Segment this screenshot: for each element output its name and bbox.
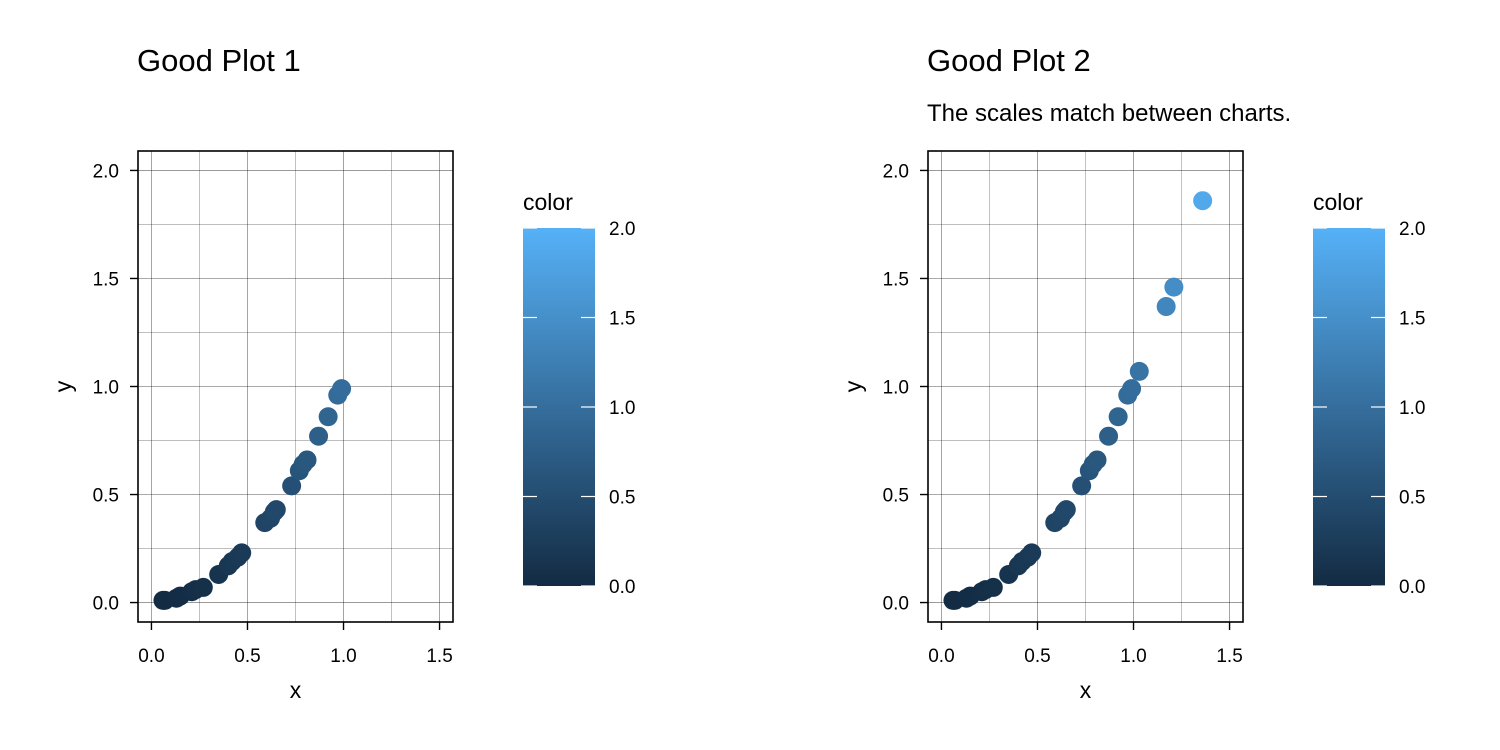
colorbar-tick-label: 0.0 — [609, 577, 635, 598]
x-tick-label: 0.5 — [1024, 646, 1050, 667]
data-point — [1129, 361, 1149, 381]
x-tick-label: 1.5 — [426, 646, 452, 667]
x-tick-label: 1.0 — [330, 646, 356, 667]
data-point — [1108, 407, 1128, 427]
data-point — [266, 500, 286, 520]
colorbar-tick-label: 2.0 — [609, 219, 635, 240]
data-point — [282, 476, 302, 496]
y-axis-label: y — [840, 380, 866, 392]
data-point — [1087, 450, 1107, 470]
data-point — [332, 379, 352, 399]
x-tick-label: 0.0 — [138, 646, 164, 667]
data-point — [983, 577, 1003, 597]
legend-title: color — [1313, 189, 1363, 215]
plot-good-1: Good Plot 1 0.0 0.5 1.0 1.50.00.51.01.52.0 … — [50, 43, 635, 703]
y-tick-label: 0.5 — [883, 486, 909, 507]
points — [943, 191, 1213, 610]
data-point — [1072, 476, 1092, 496]
y-tick-label: 0.0 — [883, 594, 909, 615]
colorbar-tick-label: 1.5 — [609, 309, 635, 330]
data-point — [309, 426, 329, 446]
chart-subtitle: The scales match between charts. — [927, 100, 1291, 127]
plot-good-2: Good Plot 2 The scales match between cha… — [840, 43, 1425, 703]
data-point — [1056, 500, 1076, 520]
data-point — [1193, 191, 1213, 211]
data-point — [1122, 379, 1142, 399]
data-point — [193, 577, 213, 597]
x-axis-label: x — [1080, 677, 1092, 703]
y-tick-label: 1.0 — [883, 378, 909, 399]
grid — [928, 151, 1243, 622]
grid — [138, 151, 453, 622]
colorbar-tick-label: 2.0 — [1399, 219, 1425, 240]
y-tick-label: 1.0 — [93, 378, 119, 399]
axes: 0.0 0.5 1.0 1.5 0.0 0.5 1.0 1.5 2.0 — [883, 161, 1243, 667]
data-point — [1156, 297, 1176, 317]
y-tick-label: 2.0 — [93, 161, 119, 182]
chart-title: Good Plot 2 — [927, 43, 1091, 78]
colorbar-tick-label: 0.5 — [1399, 488, 1425, 509]
colorbar-tick-label: 1.0 — [609, 398, 635, 419]
colorbar-tick-label: 0.5 — [609, 488, 635, 509]
y-tick-label: 0.5 — [93, 486, 119, 507]
x-axis-label: x — [290, 677, 302, 703]
y-tick-label: 2.0 — [883, 161, 909, 182]
x-tick-label: 0.0 — [928, 646, 954, 667]
data-point — [1164, 277, 1184, 297]
data-point — [1099, 426, 1119, 446]
x-tick-label: 0.5 — [234, 646, 260, 667]
points — [153, 379, 352, 610]
y-tick-label: 0.0 — [93, 594, 119, 615]
colorbar-tick-label: 1.5 — [1399, 309, 1425, 330]
axes: 0.0 0.5 1.0 1.5 0.0 0.5 1.0 1.5 2.0 — [93, 161, 453, 667]
chart-title: Good Plot 1 — [137, 43, 301, 78]
x-tick-label: 1.5 — [1216, 646, 1242, 667]
legend-title: color — [523, 189, 573, 215]
x-tick-label: 1.0 — [1120, 646, 1146, 667]
data-point — [297, 450, 317, 470]
y-axis-label: y — [50, 380, 76, 392]
data-point — [318, 407, 338, 427]
colorbar-legend: color 0.0 0.5 1.0 1.5 2.0 — [1313, 189, 1425, 598]
colorbar-legend: color 0.0 0.5 1.0 1.5 2.0 — [523, 189, 635, 598]
colorbar-tick-label: 1.0 — [1399, 398, 1425, 419]
data-point — [1022, 543, 1042, 563]
colorbar-tick-label: 0.0 — [1399, 577, 1425, 598]
y-tick-label: 1.5 — [93, 269, 119, 290]
y-tick-label: 1.5 — [883, 269, 909, 290]
data-point — [232, 543, 252, 563]
